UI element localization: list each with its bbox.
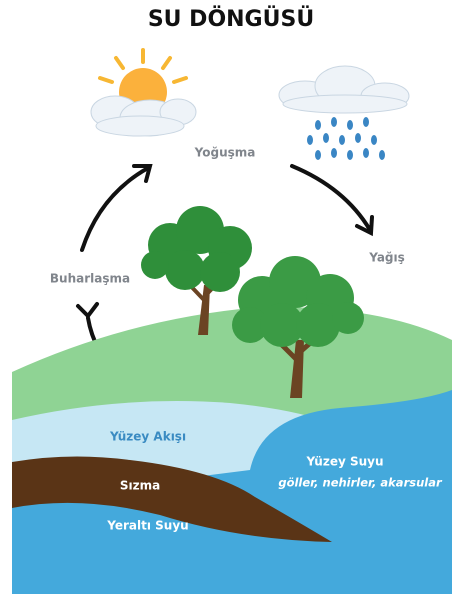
precipitation-label: Yağış bbox=[368, 251, 405, 265]
sun-cloud bbox=[91, 50, 196, 136]
surface-water-sublabel: göller, nehirler, akarsular bbox=[278, 476, 443, 490]
surface-water-label: Yüzey Suyu bbox=[305, 455, 383, 469]
evaporation-label: Buharlaşma bbox=[50, 272, 130, 286]
rain-cloud bbox=[279, 66, 409, 160]
condensation-label: Yoğuşma bbox=[194, 146, 256, 160]
infiltration-label: Sızma bbox=[120, 479, 160, 493]
groundwater-label: Yeraltı Suyu bbox=[106, 519, 188, 533]
title: SU DÖNGÜSÜ bbox=[148, 6, 314, 32]
water-cycle-diagram: SU DÖNGÜSÜ bbox=[0, 0, 462, 594]
runoff-label: Yüzey Akışı bbox=[109, 430, 186, 444]
